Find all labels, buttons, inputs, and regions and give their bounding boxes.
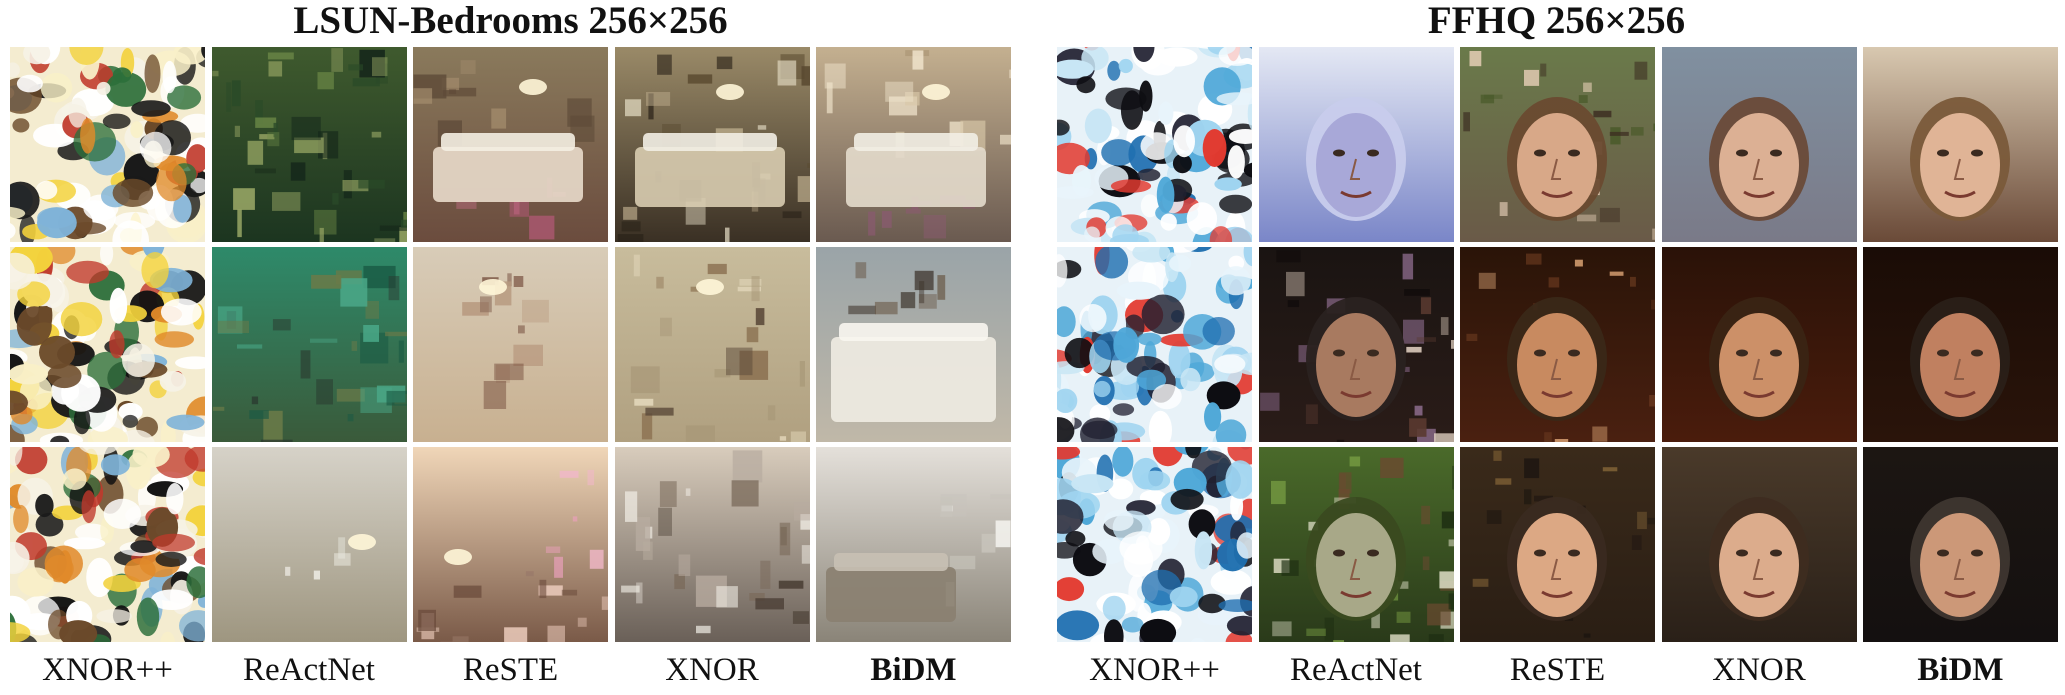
sample-image xyxy=(1057,447,1252,642)
lsun-sample-r2-xnorpppp xyxy=(10,247,205,442)
sample-image xyxy=(816,247,1011,442)
sample-image xyxy=(1259,47,1454,242)
sample-image xyxy=(10,247,205,442)
method-label-reactnet: ReActNet xyxy=(212,645,407,695)
sample-image xyxy=(1662,47,1857,242)
lsun-sample-r3-reactnet xyxy=(212,447,407,642)
lsun-panel-title: LSUN-Bedrooms 256×256 xyxy=(10,0,1011,42)
ffhq-sample-r1-xnor xyxy=(1662,47,1857,242)
method-label-reste: ReSTE xyxy=(1460,645,1655,695)
lsun-sample-r2-reste xyxy=(413,247,608,442)
ffhq-method-labels: XNOR++ ReActNet ReSTE XNOR BiDM xyxy=(1057,645,2058,695)
method-label-bidm: BiDM xyxy=(1863,645,2058,695)
sample-image xyxy=(10,447,205,642)
method-label-xnorpp: XNOR++ xyxy=(1057,645,1252,695)
ffhq-sample-r2-reste xyxy=(1460,247,1655,442)
lsun-sample-r2-bidm xyxy=(816,247,1011,442)
lsun-sample-r1-reste xyxy=(413,47,608,242)
sample-image xyxy=(1057,247,1252,442)
sample-image xyxy=(212,247,407,442)
sample-image xyxy=(1662,447,1857,642)
lsun-sample-r2-xnor xyxy=(615,247,810,442)
lsun-sample-r3-xnor xyxy=(615,447,810,642)
sample-image xyxy=(1259,447,1454,642)
ffhq-sample-r2-xnorpppp xyxy=(1057,247,1252,442)
sample-image xyxy=(10,47,205,242)
lsun-panel: XNOR++ ReActNet ReSTE XNOR BiDM xyxy=(10,47,1011,695)
ffhq-sample-r3-xnorpppp xyxy=(1057,447,1252,642)
sample-image xyxy=(1863,447,2058,642)
sample-image xyxy=(413,47,608,242)
sample-image xyxy=(212,47,407,242)
ffhq-sample-r1-reactnet xyxy=(1259,47,1454,242)
ffhq-panel-title: FFHQ 256×256 xyxy=(1057,0,2056,42)
ffhq-sample-r3-reactnet xyxy=(1259,447,1454,642)
lsun-method-labels: XNOR++ ReActNet ReSTE XNOR BiDM xyxy=(10,645,1011,695)
lsun-image-grid xyxy=(10,47,1011,642)
sample-image xyxy=(413,247,608,442)
sample-image xyxy=(1662,247,1857,442)
method-label-reactnet: ReActNet xyxy=(1259,645,1454,695)
sample-image xyxy=(413,447,608,642)
lsun-sample-r2-reactnet xyxy=(212,247,407,442)
sample-image xyxy=(1259,247,1454,442)
ffhq-sample-r3-reste xyxy=(1460,447,1655,642)
lsun-sample-r1-xnor xyxy=(615,47,810,242)
lsun-sample-r1-reactnet xyxy=(212,47,407,242)
sample-image xyxy=(615,47,810,242)
ffhq-sample-r1-reste xyxy=(1460,47,1655,242)
ffhq-sample-r3-xnor xyxy=(1662,447,1857,642)
sample-image xyxy=(1863,247,2058,442)
method-label-reste: ReSTE xyxy=(413,645,608,695)
lsun-sample-r3-reste xyxy=(413,447,608,642)
sample-image xyxy=(615,247,810,442)
sample-image xyxy=(615,447,810,642)
lsun-sample-r3-bidm xyxy=(816,447,1011,642)
sample-image xyxy=(1863,47,2058,242)
lsun-sample-r1-xnorpppp xyxy=(10,47,205,242)
ffhq-sample-r2-reactnet xyxy=(1259,247,1454,442)
sample-image xyxy=(212,447,407,642)
sample-image xyxy=(816,447,1011,642)
method-label-bidm: BiDM xyxy=(816,645,1011,695)
ffhq-sample-r1-bidm xyxy=(1863,47,2058,242)
lsun-sample-r1-bidm xyxy=(816,47,1011,242)
ffhq-panel: XNOR++ ReActNet ReSTE XNOR BiDM xyxy=(1057,47,2058,695)
ffhq-sample-r1-xnorpppp xyxy=(1057,47,1252,242)
method-label-xnor: XNOR xyxy=(1662,645,1857,695)
sample-image xyxy=(816,47,1011,242)
method-label-xnor: XNOR xyxy=(615,645,810,695)
method-label-xnorpp: XNOR++ xyxy=(10,645,205,695)
ffhq-image-grid xyxy=(1057,47,2058,642)
lsun-sample-r3-xnorpppp xyxy=(10,447,205,642)
ffhq-sample-r3-bidm xyxy=(1863,447,2058,642)
sample-image xyxy=(1460,47,1655,242)
ffhq-sample-r2-xnor xyxy=(1662,247,1857,442)
ffhq-sample-r2-bidm xyxy=(1863,247,2058,442)
sample-image xyxy=(1057,47,1252,242)
sample-image xyxy=(1460,447,1655,642)
sample-image xyxy=(1460,247,1655,442)
